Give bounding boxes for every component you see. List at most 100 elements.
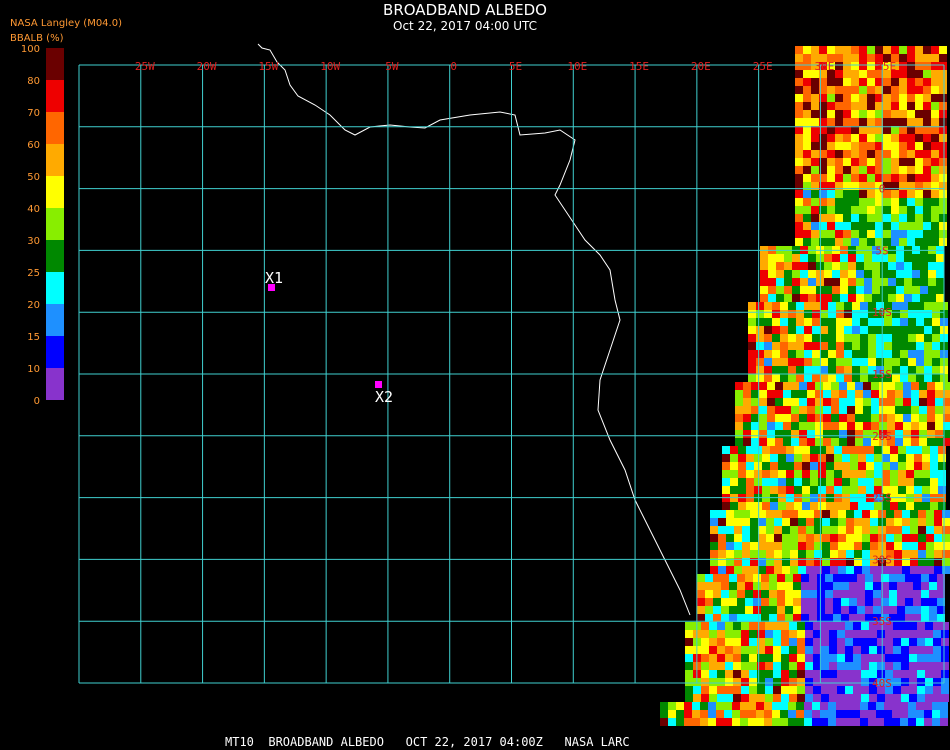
albedo-pixel: [927, 422, 935, 430]
albedo-pixel: [932, 710, 940, 718]
albedo-pixel: [907, 198, 915, 206]
albedo-pixel: [729, 582, 737, 590]
lon-label: 15E: [629, 60, 649, 73]
albedo-pixel: [887, 390, 895, 398]
albedo-pixel: [772, 710, 780, 718]
albedo-pixel: [749, 622, 757, 630]
albedo-pixel: [889, 598, 897, 606]
albedo-pixel: [938, 446, 946, 454]
albedo-pixel: [874, 502, 882, 510]
albedo-pixel: [860, 334, 868, 342]
albedo-pixel: [939, 206, 947, 214]
albedo-pixel: [939, 198, 947, 206]
albedo-pixel: [875, 174, 883, 182]
albedo-pixel: [903, 422, 911, 430]
albedo-pixel: [922, 454, 930, 462]
albedo-pixel: [895, 406, 903, 414]
albedo-pixel: [803, 222, 811, 230]
albedo-pixel: [799, 438, 807, 446]
albedo-pixel: [821, 694, 829, 702]
albedo-pixel: [764, 318, 772, 326]
albedo-pixel: [709, 678, 717, 686]
albedo-pixel: [883, 174, 891, 182]
albedo-pixel: [849, 574, 857, 582]
albedo-pixel: [915, 222, 923, 230]
albedo-pixel: [811, 134, 819, 142]
albedo-pixel: [772, 702, 780, 710]
albedo-pixel: [858, 446, 866, 454]
albedo-pixel: [838, 518, 846, 526]
albedo-pixel: [785, 574, 793, 582]
albedo-pixel: [772, 326, 780, 334]
albedo-pixel: [894, 534, 902, 542]
albedo-pixel: [795, 222, 803, 230]
albedo-pixel: [854, 534, 862, 542]
albedo-pixel: [827, 134, 835, 142]
albedo-pixel: [871, 406, 879, 414]
albedo-pixel: [835, 190, 843, 198]
albedo-pixel: [931, 110, 939, 118]
albedo-pixel: [803, 134, 811, 142]
albedo-pixel: [839, 430, 847, 438]
albedo-pixel: [880, 294, 888, 302]
albedo-pixel: [875, 150, 883, 158]
albedo-pixel: [836, 366, 844, 374]
albedo-pixel: [931, 126, 939, 134]
albedo-pixel: [924, 326, 932, 334]
albedo-pixel: [927, 398, 935, 406]
albedo-pixel: [926, 566, 934, 574]
albedo-pixel: [867, 126, 875, 134]
albedo-pixel: [797, 654, 805, 662]
albedo-pixel: [851, 102, 859, 110]
lat-label: 10S: [872, 306, 892, 319]
albedo-pixel: [721, 614, 729, 622]
albedo-pixel: [924, 710, 932, 718]
albedo-pixel: [774, 518, 782, 526]
albedo-pixel: [856, 294, 864, 302]
albedo-pixel: [795, 206, 803, 214]
albedo-pixel: [920, 294, 928, 302]
albedo-pixel: [820, 342, 828, 350]
albedo-pixel: [931, 86, 939, 94]
albedo-pixel: [827, 206, 835, 214]
albedo-pixel: [790, 510, 798, 518]
albedo-pixel: [913, 574, 921, 582]
albedo-pixel: [887, 430, 895, 438]
albedo-pixel: [811, 238, 819, 246]
albedo-pixel: [781, 638, 789, 646]
albedo-pixel: [867, 150, 875, 158]
albedo-pixel: [768, 278, 776, 286]
albedo-pixel: [852, 350, 860, 358]
albedo-pixel: [692, 718, 700, 726]
albedo-pixel: [760, 294, 768, 302]
albedo-pixel: [829, 638, 837, 646]
albedo-pixel: [920, 278, 928, 286]
albedo-pixel: [822, 542, 830, 550]
albedo-pixel: [837, 670, 845, 678]
albedo-pixel: [746, 478, 754, 486]
albedo-pixel: [742, 526, 750, 534]
albedo-pixel: [753, 606, 761, 614]
albedo-pixel: [750, 526, 758, 534]
albedo-pixel: [819, 118, 827, 126]
albedo-pixel: [930, 454, 938, 462]
albedo-pixel: [855, 406, 863, 414]
albedo-pixel: [795, 150, 803, 158]
albedo-pixel: [863, 382, 871, 390]
albedo-pixel: [803, 126, 811, 134]
albedo-pixel: [879, 438, 887, 446]
albedo-pixel: [788, 710, 796, 718]
albedo-pixel: [867, 70, 875, 78]
albedo-pixel: [803, 238, 811, 246]
albedo-pixel: [749, 638, 757, 646]
albedo-pixel: [851, 142, 859, 150]
albedo-pixel: [709, 662, 717, 670]
albedo-pixel: [877, 670, 885, 678]
albedo-pixel: [813, 638, 821, 646]
albedo-pixel: [835, 46, 843, 54]
albedo-pixel: [764, 334, 772, 342]
albedo-pixel: [901, 670, 909, 678]
albedo-pixel: [741, 694, 749, 702]
albedo-pixel: [863, 390, 871, 398]
albedo-pixel: [758, 542, 766, 550]
